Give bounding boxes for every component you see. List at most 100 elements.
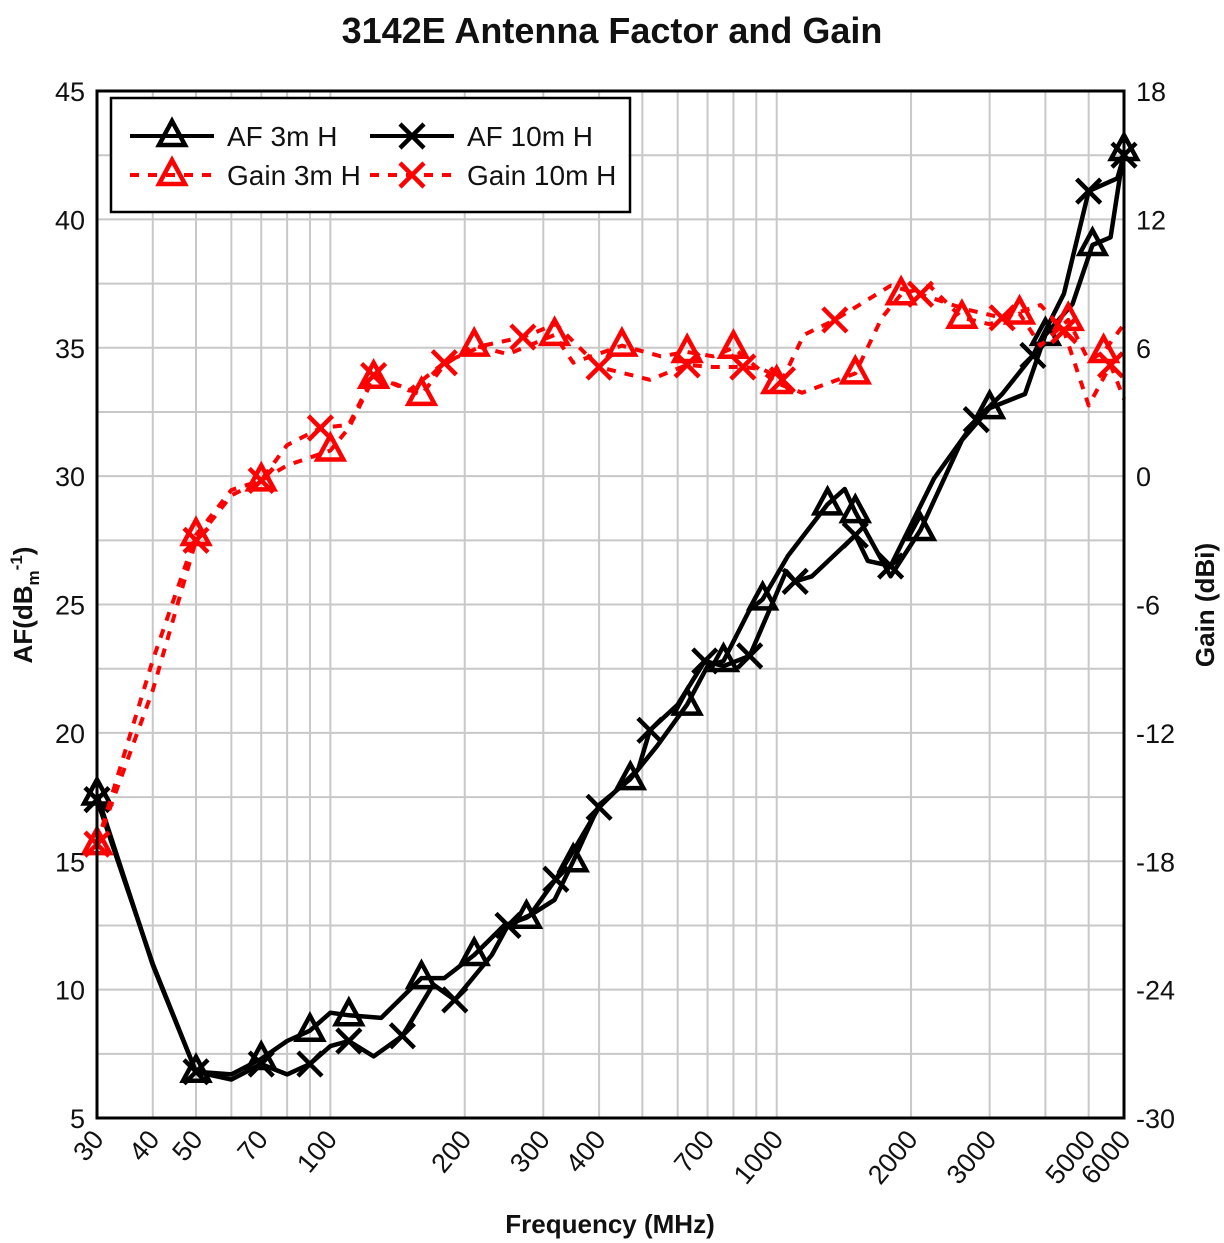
x-marker <box>736 642 764 670</box>
x-marker <box>388 1022 416 1050</box>
x-marker <box>1050 317 1078 345</box>
triangle-marker <box>706 641 741 673</box>
triangle-marker <box>179 1052 213 1084</box>
triangle-marker <box>613 759 648 791</box>
triangle-marker <box>293 1010 327 1042</box>
triangle-marker <box>1028 315 1063 347</box>
triangle-marker <box>332 995 366 1027</box>
x-marker <box>542 865 570 893</box>
x-tick-label: 100 <box>291 1125 343 1179</box>
triangle-marker <box>244 460 279 492</box>
series-af-3m-h <box>80 130 1141 1084</box>
triangle-marker <box>972 388 1007 420</box>
y2-tick-label: -30 <box>1136 1104 1175 1134</box>
triangle-marker <box>313 430 348 462</box>
left-axis-ticks: 5 10 15 20 25 30 35 40 45 <box>55 77 85 1134</box>
x-marker <box>247 1050 275 1078</box>
x-marker <box>430 349 458 377</box>
triangle-marker <box>605 325 639 357</box>
triangle-marker <box>838 492 873 524</box>
x-tick-label: 3000 <box>941 1125 1003 1190</box>
legend-label: Gain 10m H <box>467 160 616 191</box>
x-tick-label: 70 <box>232 1125 274 1167</box>
series-line <box>95 283 1126 845</box>
x-tick-label: 200 <box>425 1125 477 1179</box>
y2-axis-label: Gain (dBi) <box>1190 543 1220 667</box>
x-marker <box>182 526 210 554</box>
y2-tick-label: -6 <box>1136 591 1160 621</box>
x-axis-label: Frequency (MHz) <box>505 1209 714 1239</box>
x-marker <box>1097 351 1125 379</box>
legend-label: AF 10m H <box>467 121 593 152</box>
x-marker <box>781 567 809 595</box>
grid <box>96 90 1125 1119</box>
x-marker <box>247 466 275 494</box>
x-marker <box>1075 177 1103 205</box>
y2-tick-label: -12 <box>1136 719 1175 749</box>
x-tick-label: 700 <box>668 1125 720 1179</box>
x-marker <box>306 414 335 442</box>
x-marker <box>877 552 905 580</box>
series-line <box>94 154 1127 1082</box>
triangle-marker <box>155 116 189 148</box>
y2-tick-label: 6 <box>1136 334 1151 364</box>
triangle-marker <box>745 579 780 611</box>
x-marker <box>398 161 426 189</box>
y2-tick-label: 0 <box>1136 462 1151 492</box>
y-tick-label: 45 <box>55 77 85 107</box>
triangle-marker <box>457 325 491 357</box>
triangle-marker <box>1086 332 1121 364</box>
triangle-marker <box>537 315 572 347</box>
x-tick-label: 50 <box>166 1125 208 1167</box>
series-af-10m-h <box>83 141 1138 1086</box>
y-tick-label: 25 <box>55 591 85 621</box>
series-gain-3m-h <box>80 274 1126 856</box>
plot-frame <box>95 89 1126 1120</box>
x-marker <box>585 793 613 821</box>
y-tick-label: 10 <box>55 976 85 1006</box>
triangle-marker <box>903 510 938 542</box>
x-marker <box>691 647 719 675</box>
triangle-marker <box>404 958 439 990</box>
y2-tick-label: 18 <box>1136 77 1166 107</box>
x-tick-label: 300 <box>504 1125 556 1179</box>
x-marker <box>962 406 990 434</box>
y-tick-label: 15 <box>55 847 85 877</box>
x-marker <box>636 716 664 744</box>
x-marker <box>398 122 426 150</box>
x-tick-label: 2000 <box>862 1125 924 1190</box>
x-marker <box>821 306 849 334</box>
chart-title: 3142E Antenna Factor and Gain <box>342 10 883 51</box>
x-marker <box>182 1058 210 1086</box>
y-axis-label: AF(dBm-1) <box>7 547 43 664</box>
y-tick-label: 30 <box>55 462 85 492</box>
x-tick-label: 1000 <box>728 1125 790 1190</box>
legend-item: Gain 3m H <box>130 155 361 191</box>
x-marker <box>494 911 522 940</box>
triangle-marker <box>404 375 439 407</box>
triangle-marker <box>810 484 845 516</box>
x-marker <box>360 361 388 390</box>
triangle-marker <box>356 357 391 389</box>
y-tick-label: 20 <box>55 719 85 749</box>
y2-tick-label: -18 <box>1136 847 1175 877</box>
legend-label: AF 3m H <box>227 121 337 152</box>
triangle-marker <box>838 353 873 385</box>
triangle-marker <box>1075 225 1110 257</box>
y2-tick-label: 12 <box>1136 205 1166 235</box>
legend-box <box>109 96 632 214</box>
series-gain-10m-h <box>83 280 1126 858</box>
y-tick-label: 40 <box>55 205 85 235</box>
triangle-marker <box>670 332 704 364</box>
x-marker <box>335 1027 363 1055</box>
legend-label: Gain 3m H <box>227 160 361 191</box>
y2-tick-label: -24 <box>1136 976 1175 1006</box>
x-marker <box>988 304 1016 332</box>
x-marker <box>906 280 935 308</box>
x-marker <box>729 353 757 381</box>
legend-item: AF 3m H <box>130 116 337 152</box>
series-line <box>94 149 1127 1077</box>
x-marker <box>673 351 701 379</box>
x-tick-label: 400 <box>560 1125 612 1179</box>
